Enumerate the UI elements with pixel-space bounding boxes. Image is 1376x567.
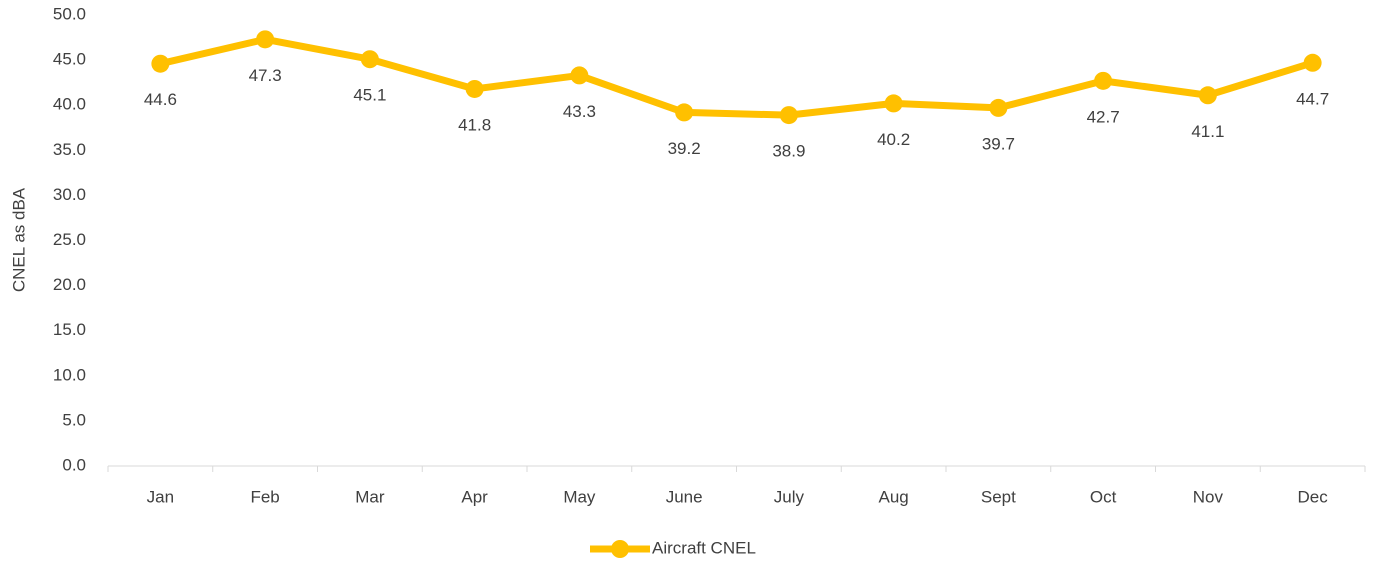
x-tick-label: June <box>666 487 703 506</box>
point <box>989 98 1008 117</box>
y-tick-label: 30.0 <box>53 185 86 204</box>
data-label: 43.3 <box>563 102 596 121</box>
point <box>151 54 170 73</box>
point <box>1198 86 1217 105</box>
y-tick-label: 45.0 <box>53 50 86 69</box>
y-tick-label: 20.0 <box>53 275 86 294</box>
point <box>360 50 379 69</box>
x-tick-label: May <box>563 487 596 506</box>
point <box>675 103 694 122</box>
x-tick-label: Oct <box>1090 487 1117 506</box>
y-tick-label: 0.0 <box>62 455 86 474</box>
y-tick-label: 5.0 <box>62 410 86 429</box>
x-tick-label: Jan <box>147 487 174 506</box>
data-label: 42.7 <box>1087 107 1120 126</box>
x-tick-label: Aug <box>879 487 909 506</box>
data-label: 44.6 <box>144 90 177 109</box>
point <box>570 66 589 85</box>
point <box>465 79 484 98</box>
point <box>1094 71 1113 90</box>
y-tick-label: 10.0 <box>53 365 86 384</box>
data-label: 44.7 <box>1296 89 1329 108</box>
y-tick-label: 15.0 <box>53 320 86 339</box>
data-label: 39.7 <box>982 134 1015 153</box>
data-label: 40.2 <box>877 130 910 149</box>
y-tick-label: 50.0 <box>53 4 86 23</box>
point <box>256 30 275 49</box>
x-tick-label: Sept <box>981 487 1016 506</box>
point <box>779 106 798 125</box>
data-label: 47.3 <box>249 66 282 85</box>
y-tick-label: 25.0 <box>53 230 86 249</box>
legend-marker <box>611 540 629 558</box>
y-axis-title: CNEL as dBA <box>9 187 28 292</box>
x-tick-label: Apr <box>461 487 488 506</box>
data-label: 38.9 <box>772 142 805 161</box>
data-label: 45.1 <box>353 86 386 105</box>
series-line <box>159 35 1314 119</box>
point <box>884 94 903 113</box>
y-tick-label: 40.0 <box>53 95 86 114</box>
data-label: 39.2 <box>668 139 701 158</box>
x-tick-label: Mar <box>355 487 385 506</box>
x-tick-label: Dec <box>1298 487 1329 506</box>
point <box>1303 53 1322 72</box>
legend-label: Aircraft CNEL <box>652 538 756 557</box>
data-label: 41.8 <box>458 115 491 134</box>
x-tick-label: Nov <box>1193 487 1224 506</box>
x-tick-label: Feb <box>250 487 279 506</box>
x-tick-label: July <box>774 487 805 506</box>
data-label: 41.1 <box>1191 122 1224 141</box>
y-tick-label: 35.0 <box>53 140 86 159</box>
